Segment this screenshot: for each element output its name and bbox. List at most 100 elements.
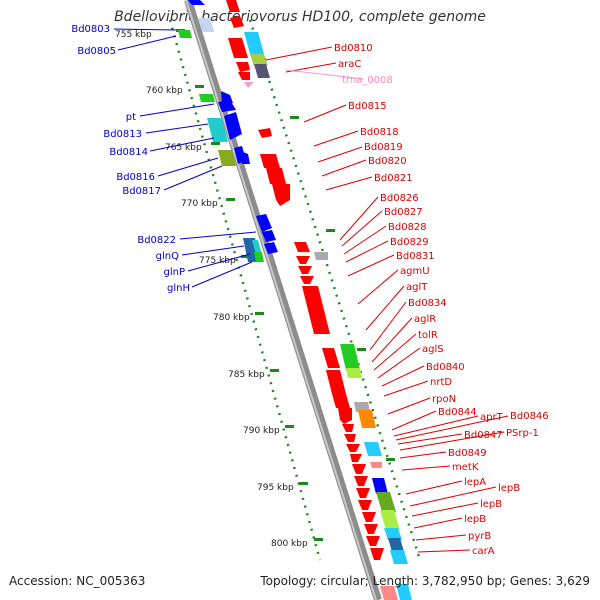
gene-label[interactable]: Bd0803 (71, 24, 110, 35)
gene-arrow[interactable] (262, 230, 276, 242)
gene-label[interactable]: carA (472, 546, 495, 557)
gene-label[interactable]: Bd0831 (396, 251, 435, 262)
gene-box[interactable] (370, 462, 382, 468)
gene-box[interactable] (254, 64, 270, 78)
gene-box[interactable] (326, 370, 346, 394)
gene-label[interactable]: aglS (422, 344, 444, 355)
gene-arrow[interactable] (296, 256, 310, 264)
gene-label[interactable]: Bd0815 (348, 101, 387, 112)
gene-label[interactable]: lepA (464, 477, 486, 488)
gene-arrow[interactable] (199, 94, 215, 102)
gene-label[interactable]: aprT (480, 412, 504, 423)
gene-box[interactable] (332, 394, 350, 408)
gene-label[interactable]: aglT (406, 282, 428, 293)
gene-label[interactable]: Bd0814 (109, 147, 148, 158)
gene-box[interactable] (207, 118, 228, 142)
gene-box[interactable] (354, 402, 370, 412)
gene-arrow[interactable] (224, 112, 242, 140)
gene-label[interactable]: metK (452, 462, 479, 473)
gene-arrow[interactable] (218, 100, 236, 112)
gene-box[interactable] (260, 154, 280, 168)
gene-arrow[interactable] (236, 62, 250, 72)
gene-box[interactable] (390, 550, 408, 564)
gene-arrow[interactable] (188, 0, 205, 5)
gene-arrow[interactable] (238, 72, 250, 80)
gene-label[interactable]: Bd0813 (103, 129, 142, 140)
gene-label[interactable]: tolR (418, 330, 438, 341)
gene-box[interactable] (322, 348, 340, 368)
gene-box[interactable] (314, 252, 328, 260)
gene-label[interactable]: araC (338, 59, 361, 70)
gene-label[interactable]: rpoN (432, 394, 456, 405)
gene-label[interactable]: pyrB (468, 531, 491, 542)
gene-arrow[interactable] (226, 0, 240, 12)
gene-label[interactable]: Bd0847 (464, 430, 503, 441)
gene-label[interactable]: Bd0817 (122, 186, 161, 197)
gene-label[interactable]: Bd0819 (364, 142, 403, 153)
gene-label[interactable]: glnP (164, 267, 186, 278)
gene-arrow[interactable] (264, 242, 278, 254)
gene-box[interactable] (302, 286, 330, 334)
gene-arrow[interactable] (300, 276, 314, 284)
gene-box[interactable] (218, 150, 236, 166)
rna-label[interactable]: trna_0008 (342, 75, 393, 86)
gene-label[interactable]: lepB (464, 514, 486, 525)
gene-box[interactable] (376, 492, 396, 512)
gene-label[interactable]: nrtD (430, 377, 452, 388)
gene-label[interactable]: glnH (167, 283, 190, 294)
gene-label[interactable]: Bd0820 (368, 156, 407, 167)
gene-box[interactable] (338, 408, 352, 424)
gene-box[interactable] (388, 538, 404, 552)
gene-box[interactable] (272, 184, 290, 206)
gene-label[interactable]: PSrp-1 (506, 428, 539, 439)
gene-label[interactable]: Bd0821 (374, 173, 413, 184)
gene-box[interactable] (384, 528, 402, 540)
gene-arrow[interactable] (366, 536, 380, 546)
gene-arrow[interactable] (354, 476, 368, 486)
gene-arrow[interactable] (178, 30, 192, 38)
gene-label[interactable]: Bd0849 (448, 448, 487, 459)
gene-arrow[interactable] (298, 266, 312, 274)
gene-box[interactable] (364, 442, 382, 456)
gene-label[interactable]: Bd0810 (334, 43, 373, 54)
gene-box[interactable] (254, 252, 264, 262)
gene-arrow[interactable] (344, 434, 356, 442)
gene-box[interactable] (372, 478, 388, 494)
gene-arrow[interactable] (256, 214, 272, 232)
gene-box[interactable] (294, 242, 310, 252)
gene-box[interactable] (266, 168, 286, 184)
rna-arrow[interactable] (244, 82, 254, 88)
gene-label[interactable]: lepB (498, 483, 520, 494)
gene-box[interactable] (380, 510, 400, 530)
gene-arrow[interactable] (350, 454, 362, 462)
gene-arrow[interactable] (364, 524, 378, 534)
gene-box[interactable] (396, 584, 412, 600)
gene-arrow[interactable] (352, 464, 366, 474)
gene-box[interactable] (244, 32, 264, 54)
gene-arrow[interactable] (356, 488, 370, 498)
gene-box[interactable] (228, 38, 248, 58)
gene-label[interactable]: Bd0840 (426, 362, 465, 373)
gene-box[interactable] (380, 586, 398, 600)
gene-label[interactable]: Bd0822 (137, 235, 176, 246)
gene-box[interactable] (358, 410, 376, 428)
gene-arrow[interactable] (342, 424, 354, 432)
gene-arrow[interactable] (346, 444, 360, 452)
gene-label[interactable]: pt (126, 112, 136, 123)
gene-label[interactable]: Bd0829 (390, 237, 429, 248)
gene-box[interactable] (340, 344, 360, 370)
gene-box[interactable] (346, 368, 362, 378)
gene-arrow[interactable] (370, 548, 384, 560)
gene-label[interactable]: agmU (400, 266, 430, 277)
gene-arrow[interactable] (358, 500, 372, 510)
gene-box[interactable] (250, 54, 268, 66)
gene-arrow[interactable] (258, 128, 272, 138)
gene-box[interactable] (198, 18, 215, 32)
gene-label[interactable]: Bd0846 (510, 411, 549, 422)
gene-label[interactable]: Bd0818 (360, 127, 399, 138)
gene-label[interactable]: Bd0844 (438, 407, 477, 418)
gene-label[interactable]: glnQ (156, 251, 179, 262)
gene-label[interactable]: lepB (480, 499, 502, 510)
gene-label[interactable]: Bd0834 (408, 298, 447, 309)
gene-label[interactable]: aglR (414, 314, 436, 325)
